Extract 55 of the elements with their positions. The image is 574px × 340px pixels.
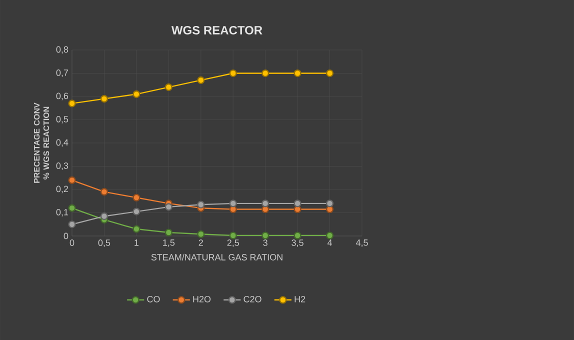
chart-title: WGS REACTOR: [171, 26, 262, 34]
y-tick-label: 0,5: [56, 116, 68, 124]
y-tick-label: 0,4: [56, 139, 68, 147]
y-tick-label: 0,1: [56, 209, 68, 216]
x-tick-label: 3,5: [292, 240, 304, 247]
x-axis-title: STEAM/NATURAL GAS RATION: [151, 254, 282, 260]
legend-label: C2O: [244, 296, 262, 302]
y-tick-label: 0: [64, 232, 68, 240]
x-tick-label: 1: [134, 240, 139, 246]
x-tick-label: 0,5: [98, 240, 110, 247]
legend-label: H2: [294, 296, 306, 302]
y-tick-label: 0,3: [56, 162, 68, 170]
point: [132, 225, 140, 233]
x-tick-label: 1,5: [163, 240, 175, 247]
point: [229, 232, 237, 240]
point: [68, 176, 76, 184]
point: [68, 100, 76, 108]
y-tick-label: 0,7: [56, 70, 68, 77]
point: [100, 188, 108, 196]
point: [326, 200, 334, 208]
x-tick-label: 0: [70, 240, 74, 246]
x-tick-label: 4,5: [356, 240, 368, 247]
point: [229, 69, 237, 78]
point: [294, 200, 302, 208]
point: [294, 232, 302, 240]
point: [262, 200, 270, 208]
point: [132, 208, 140, 216]
y-tick-label: 0,2: [56, 186, 68, 194]
point: [164, 83, 172, 91]
point: [68, 220, 76, 228]
x-tick-label: 3: [263, 240, 268, 246]
x-tick-label: 2,5: [227, 240, 239, 247]
point: [164, 203, 172, 211]
point: [326, 232, 334, 240]
point: [100, 212, 108, 220]
point: [294, 69, 302, 78]
point: [326, 69, 334, 78]
point: [197, 200, 205, 208]
point: [164, 228, 172, 236]
y-tick-label: 0,8: [56, 46, 68, 54]
x-tick-label: 4: [327, 240, 332, 246]
point: [68, 204, 76, 212]
point: [197, 76, 205, 84]
legend-label: CO: [147, 296, 160, 302]
y-tick-label: 0,6: [56, 92, 68, 100]
point: [262, 69, 270, 78]
x-tick-label: 2: [198, 240, 203, 246]
point: [262, 232, 270, 240]
point: [197, 230, 205, 238]
point: [132, 90, 140, 98]
point: [229, 200, 237, 208]
legend-label: H2O: [193, 296, 211, 302]
y-axis-title: PRECENTAGE CONV % WGS REACTION: [34, 102, 50, 183]
point: [132, 194, 140, 202]
point: [100, 95, 108, 103]
